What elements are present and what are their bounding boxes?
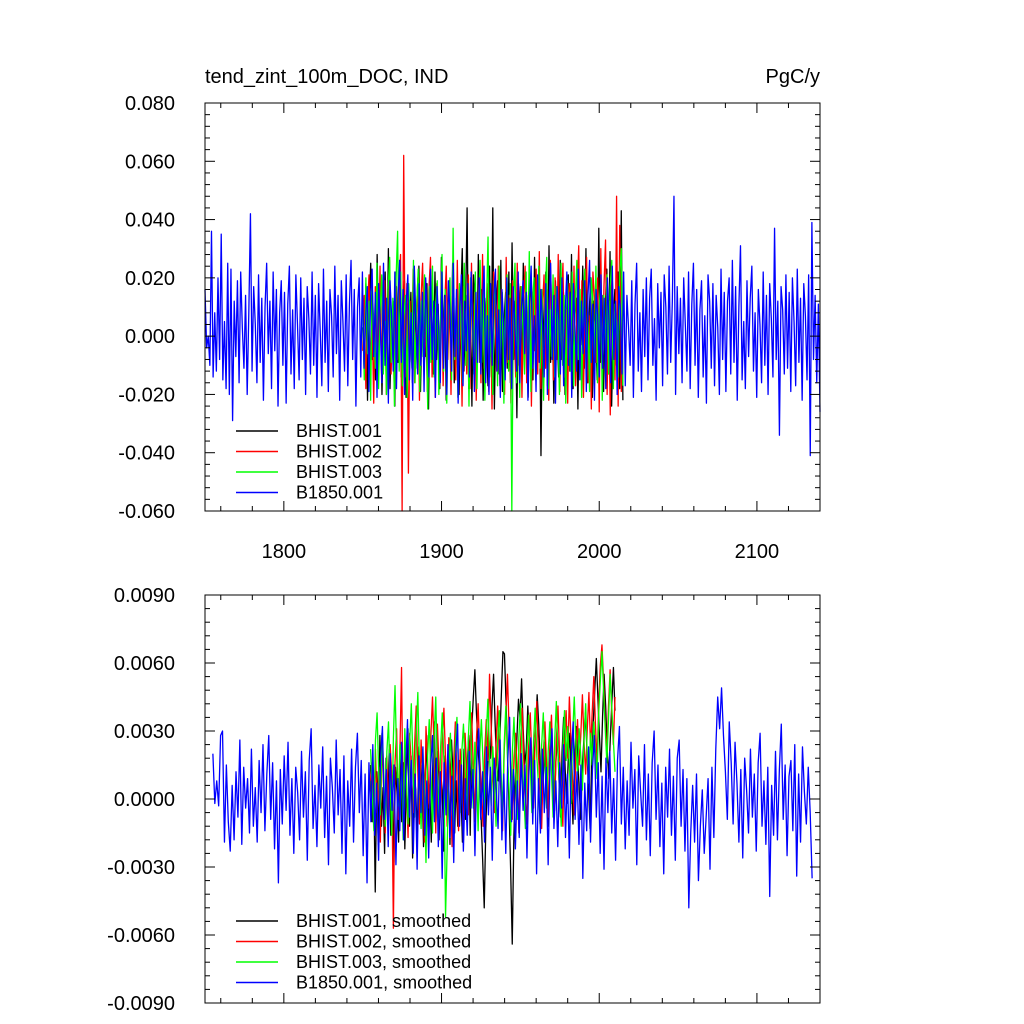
bottom-ytick-label: 0.0000 (114, 789, 175, 811)
bottom-panel-series-group (212, 644, 813, 945)
bottom-legend-label-1: BHIST.001, smoothed (296, 911, 471, 931)
top-ytick-label: -0.020 (118, 384, 175, 406)
bottom-ytick-label: 0.0090 (114, 585, 175, 607)
top-ytick-label: 0.020 (125, 268, 175, 290)
top-ytick-label: 0.000 (125, 326, 175, 348)
bottom-legend-label-3: BHIST.003, smoothed (296, 952, 471, 972)
bottom-ytick-label: -0.0030 (107, 857, 175, 879)
top-xtick-label: 1900 (419, 541, 464, 563)
top-xtick-label: 2000 (577, 541, 622, 563)
top-legend-label-2: BHIST.002 (296, 442, 382, 462)
bottom-ytick-label: 0.0030 (114, 721, 175, 743)
top-xtick-label: 1800 (262, 541, 307, 563)
bottom-ytick-label: -0.0060 (107, 925, 175, 947)
bottom-panel-ticks: -0.0090 -0.0060 -0.0030 0.0000 0.0030 0.0060 0… (107, 585, 821, 1015)
top-ytick-label: -0.060 (118, 501, 175, 523)
top-panel: tend_zint_100m_DOC, IND PgC/y -0.060-0.0… (118, 66, 821, 563)
top-legend-label-1: BHIST.001 (296, 421, 382, 441)
bottom-panel: -0.0090 -0.0060 -0.0030 0.0000 0.0030 0.0060 0… (107, 585, 821, 1015)
top-legend-label-3: BHIST.003 (296, 462, 382, 482)
bottom-legend-label-2: BHIST.002, smoothed (296, 932, 471, 952)
top-panel-series-group (204, 154, 821, 512)
top-ytick-label: 0.060 (125, 151, 175, 173)
top-xtick-label: 2100 (735, 541, 780, 563)
top-ytick-label: -0.040 (118, 443, 175, 465)
bottom-ytick-label: 0.0060 (114, 653, 175, 675)
top-series-line-4 (204, 195, 821, 457)
top-panel-ticks: -0.060 -0.040 -0.020 0.000 0.020 0.040 0.060 0.… (118, 93, 821, 563)
top-ytick-label: 0.040 (125, 210, 175, 232)
top-legend-label-4: B1850.001 (296, 483, 383, 503)
top-panel-frame (204, 102, 821, 512)
bottom-series-line-3 (369, 651, 616, 918)
bottom-series-line-4 (212, 687, 813, 909)
bottom-legend-label-4: B1850.001, smoothed (296, 973, 472, 993)
top-panel-title-right: PgC/y (766, 66, 820, 88)
top-ytick-label: 0.080 (125, 93, 175, 115)
top-panel-title-left: tend_zint_100m_DOC, IND (205, 66, 448, 88)
bottom-ytick-label: -0.0090 (107, 993, 175, 1015)
